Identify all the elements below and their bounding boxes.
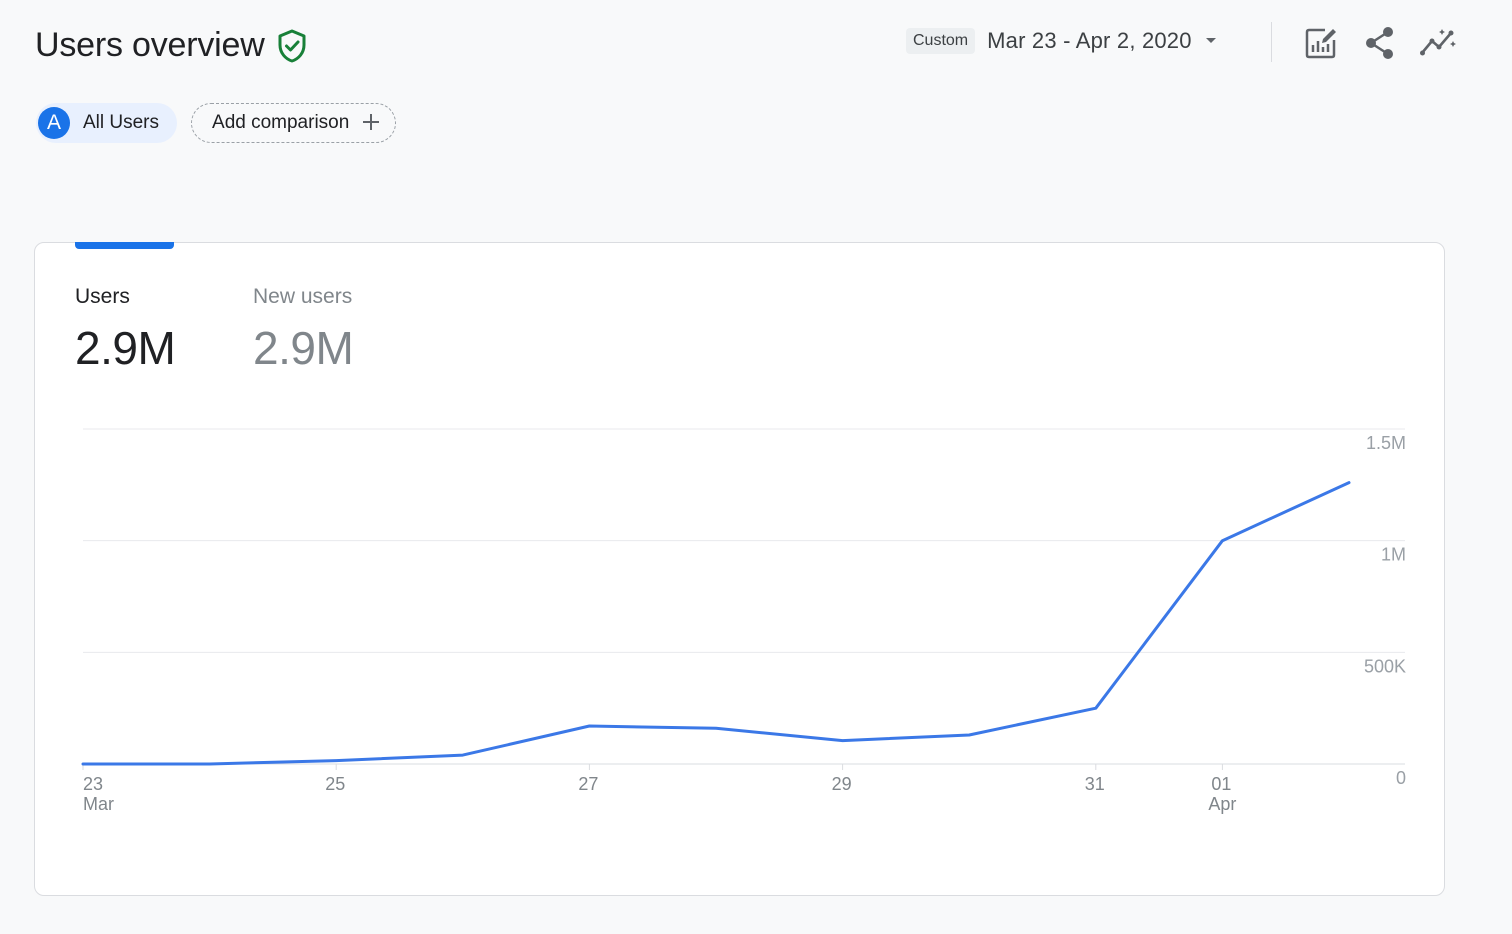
users-card: Users 2.9M New users 2.9M 0 500K 1M 1.5M 23 M… <box>34 242 1445 896</box>
metric-label: Users <box>75 285 130 308</box>
date-range-picker[interactable]: Custom Mar 23 - Apr 2, 2020 <box>906 28 1218 54</box>
plus-icon <box>361 110 381 136</box>
x-tick-label: 31 <box>1085 774 1105 794</box>
share-icon[interactable] <box>1361 24 1399 62</box>
data-point <box>963 729 975 741</box>
verified-shield-icon <box>277 29 307 63</box>
data-point <box>77 758 89 770</box>
y-tick-label: 500K <box>1364 656 1406 676</box>
data-point <box>204 758 216 770</box>
page-title-row: Users overview <box>35 26 307 65</box>
page-title: Users overview <box>35 26 265 64</box>
metric-tab-new-users[interactable]: New users 2.9M <box>253 285 354 375</box>
y-tick-label: 1.5M <box>1366 433 1406 453</box>
y-tick-label: 1M <box>1381 545 1406 565</box>
add-comparison-button[interactable]: Add comparison <box>191 103 397 143</box>
data-point <box>1216 535 1228 547</box>
x-tick-label: 27 <box>578 774 598 794</box>
x-tick-label: 25 <box>325 774 345 794</box>
data-point <box>1090 702 1102 714</box>
toolbar-divider <box>1271 22 1272 62</box>
data-point <box>837 735 849 747</box>
y-tick-label: 0 <box>1396 768 1406 788</box>
all-users-chip[interactable]: A All Users <box>36 103 178 143</box>
series-line-users <box>81 481 1351 766</box>
data-point <box>457 749 469 761</box>
x-tick-label: 29 <box>832 774 852 794</box>
x-tick-sublabel: Mar <box>83 794 114 814</box>
customize-report-icon[interactable] <box>1302 24 1340 62</box>
insights-icon[interactable] <box>1420 24 1458 62</box>
segment-label: All Users <box>83 112 160 133</box>
metric-value: 2.9M <box>253 322 354 374</box>
data-point <box>710 722 722 734</box>
chevron-down-icon <box>1204 36 1218 46</box>
add-comparison-label: Add comparison <box>212 112 350 133</box>
comparison-chips: A All Users Add comparison <box>36 103 397 143</box>
custom-badge: Custom <box>906 28 976 54</box>
metric-value: 2.9M <box>75 322 176 374</box>
x-tick-sublabel: Apr <box>1208 794 1236 814</box>
data-point <box>330 755 342 767</box>
x-tick-label: 01 <box>1211 774 1231 794</box>
data-point <box>1343 477 1355 489</box>
x-tick-label: 23 <box>83 774 103 794</box>
data-point <box>583 720 595 732</box>
segment-avatar: A <box>38 107 70 139</box>
active-tab-indicator <box>75 242 174 249</box>
metric-tab-users[interactable]: Users 2.9M <box>75 285 176 375</box>
metric-label: New users <box>253 285 353 308</box>
date-range-text: Mar 23 - Apr 2, 2020 <box>987 28 1192 53</box>
